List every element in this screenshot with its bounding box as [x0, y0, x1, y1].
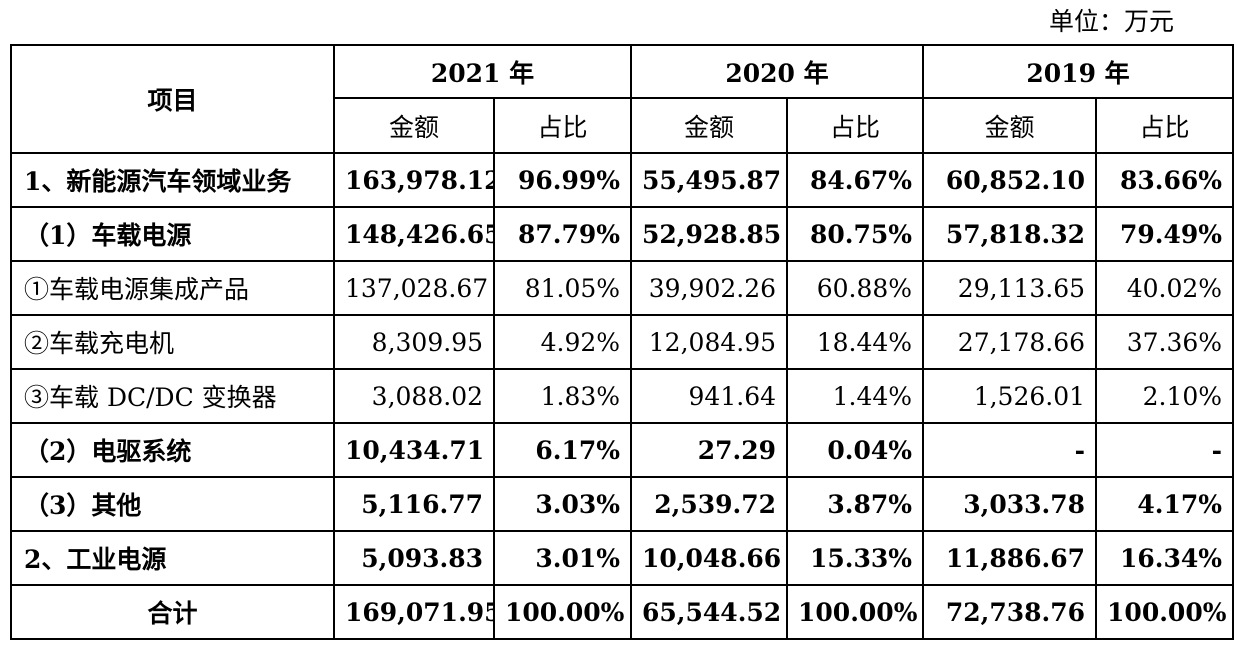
ratio-cell: 79.49%	[1095, 206, 1235, 262]
ratio-cell: 1.44%	[786, 368, 925, 424]
header-year-2021: 2021 年	[332, 44, 633, 99]
amount-cell: 3,088.02	[333, 368, 495, 424]
row-label: 合计	[10, 584, 335, 640]
amount-cell: 137,028.67	[333, 260, 495, 316]
amount-cell: 65,544.52	[630, 584, 789, 640]
table-row: （3）其他 5,116.77 3.03% 2,539.72 3.87% 3,033.78 4…	[10, 476, 1235, 532]
header-ratio: 占比	[492, 97, 633, 154]
amount-cell: 60,852.10	[922, 152, 1098, 208]
ratio-cell: 2.10%	[1095, 368, 1235, 424]
amount-cell: 39,902.26	[630, 260, 789, 316]
amount-cell: 169,071.95	[333, 584, 495, 640]
amount-cell: 57,818.32	[922, 206, 1098, 262]
row-label: ①车载电源集成产品	[10, 260, 335, 316]
amount-cell: 29,113.65	[922, 260, 1098, 316]
table-row: 2、工业电源 5,093.83 3.01% 10,048.66 15.33% 11,886…	[10, 530, 1235, 586]
amount-cell: 5,116.77	[333, 476, 495, 532]
ratio-cell: 84.67%	[786, 152, 925, 208]
ratio-cell: 4.92%	[492, 314, 633, 370]
row-label: （3）其他	[10, 476, 335, 532]
ratio-cell: 87.79%	[492, 206, 633, 262]
header-row-years: 项目 2021 年 2020 年 2019 年	[10, 44, 1235, 154]
amount-cell: 72,738.76	[922, 584, 1098, 640]
amount-cell: 55,495.87	[630, 152, 789, 208]
table-row: ①车载电源集成产品 137,028.67 81.05% 39,902.26 60.88%…	[10, 260, 1235, 316]
ratio-cell: 80.75%	[786, 206, 925, 262]
table-row: 1、新能源汽车领域业务 163,978.12 96.99% 55,495.87 84.6…	[10, 152, 1235, 208]
header-ratio: 占比	[1095, 97, 1235, 154]
header-year-2019: 2019 年	[922, 44, 1235, 99]
ratio-cell: 100.00%	[1095, 584, 1235, 640]
ratio-cell: 4.17%	[1095, 476, 1235, 532]
ratio-cell: 37.36%	[1095, 314, 1235, 370]
table-row: 合计 169,071.95 100.00% 65,544.52 100.00% 72,73…	[10, 584, 1235, 640]
header-amount: 金额	[333, 97, 495, 154]
amount-cell: 11,886.67	[922, 530, 1098, 586]
row-label: 1、新能源汽车领域业务	[10, 152, 335, 208]
table-row: ③车载 DC/DC 变换器 3,088.02 1.83% 941.64 1.44% 1,5…	[10, 368, 1235, 424]
amount-cell: 52,928.85	[630, 206, 789, 262]
table-row: ②车载充电机 8,309.95 4.92% 12,084.95 18.44% 27,178…	[10, 314, 1235, 370]
amount-cell: 10,434.71	[333, 422, 495, 478]
table-row: （1）车载电源 148,426.65 87.79% 52,928.85 80.75% 57…	[10, 206, 1235, 262]
amount-cell: 12,084.95	[630, 314, 789, 370]
ratio-cell: 83.66%	[1095, 152, 1235, 208]
table-body: 1、新能源汽车领域业务 163,978.12 96.99% 55,495.87 84.6…	[10, 152, 1235, 640]
ratio-cell: 15.33%	[786, 530, 925, 586]
header-row-metrics: 金额 占比 金额 占比 金额 占比	[11, 97, 1235, 154]
amount-cell: -	[922, 422, 1098, 478]
amount-cell: 8,309.95	[333, 314, 495, 370]
ratio-cell: 1.83%	[492, 368, 633, 424]
table-row: （2）电驱系统 10,434.71 6.17% 27.29 0.04% - -	[10, 422, 1235, 478]
row-label: （2）电驱系统	[10, 422, 335, 478]
amount-cell: 10,048.66	[630, 530, 789, 586]
amount-cell: 5,093.83	[333, 530, 495, 586]
unit-label: 单位：万元	[1048, 7, 1174, 36]
financial-table: 项目 2021 年 2020 年 2019 年 金额 占比 金额 占比 金额 占…	[10, 44, 1235, 640]
ratio-cell: 100.00%	[492, 584, 633, 640]
ratio-cell: 3.87%	[786, 476, 925, 532]
header-year-2020: 2020 年	[630, 44, 925, 99]
amount-cell: 148,426.65	[333, 206, 495, 262]
ratio-cell: 16.34%	[1095, 530, 1235, 586]
amount-cell: 2,539.72	[630, 476, 789, 532]
row-label: 2、工业电源	[10, 530, 335, 586]
ratio-cell: -	[1095, 422, 1235, 478]
ratio-cell: 3.01%	[492, 530, 633, 586]
row-label: ②车载充电机	[10, 314, 335, 370]
ratio-cell: 18.44%	[786, 314, 925, 370]
row-label: （1）车载电源	[10, 206, 335, 262]
header-amount: 金额	[630, 97, 789, 154]
ratio-cell: 40.02%	[1095, 260, 1235, 316]
amount-cell: 3,033.78	[922, 476, 1098, 532]
ratio-cell: 6.17%	[492, 422, 633, 478]
amount-cell: 1,526.01	[922, 368, 1098, 424]
ratio-cell: 81.05%	[492, 260, 633, 316]
amount-cell: 941.64	[630, 368, 789, 424]
amount-cell: 27,178.66	[922, 314, 1098, 370]
row-label: ③车载 DC/DC 变换器	[10, 368, 335, 424]
ratio-cell: 0.04%	[786, 422, 925, 478]
header-ratio: 占比	[786, 97, 925, 154]
header-amount: 金额	[922, 97, 1098, 154]
ratio-cell: 100.00%	[786, 584, 925, 640]
amount-cell: 163,978.12	[333, 152, 495, 208]
ratio-cell: 96.99%	[492, 152, 633, 208]
amount-cell: 27.29	[630, 422, 789, 478]
ratio-cell: 60.88%	[786, 260, 925, 316]
ratio-cell: 3.03%	[492, 476, 633, 532]
header-item: 项目	[10, 44, 335, 154]
